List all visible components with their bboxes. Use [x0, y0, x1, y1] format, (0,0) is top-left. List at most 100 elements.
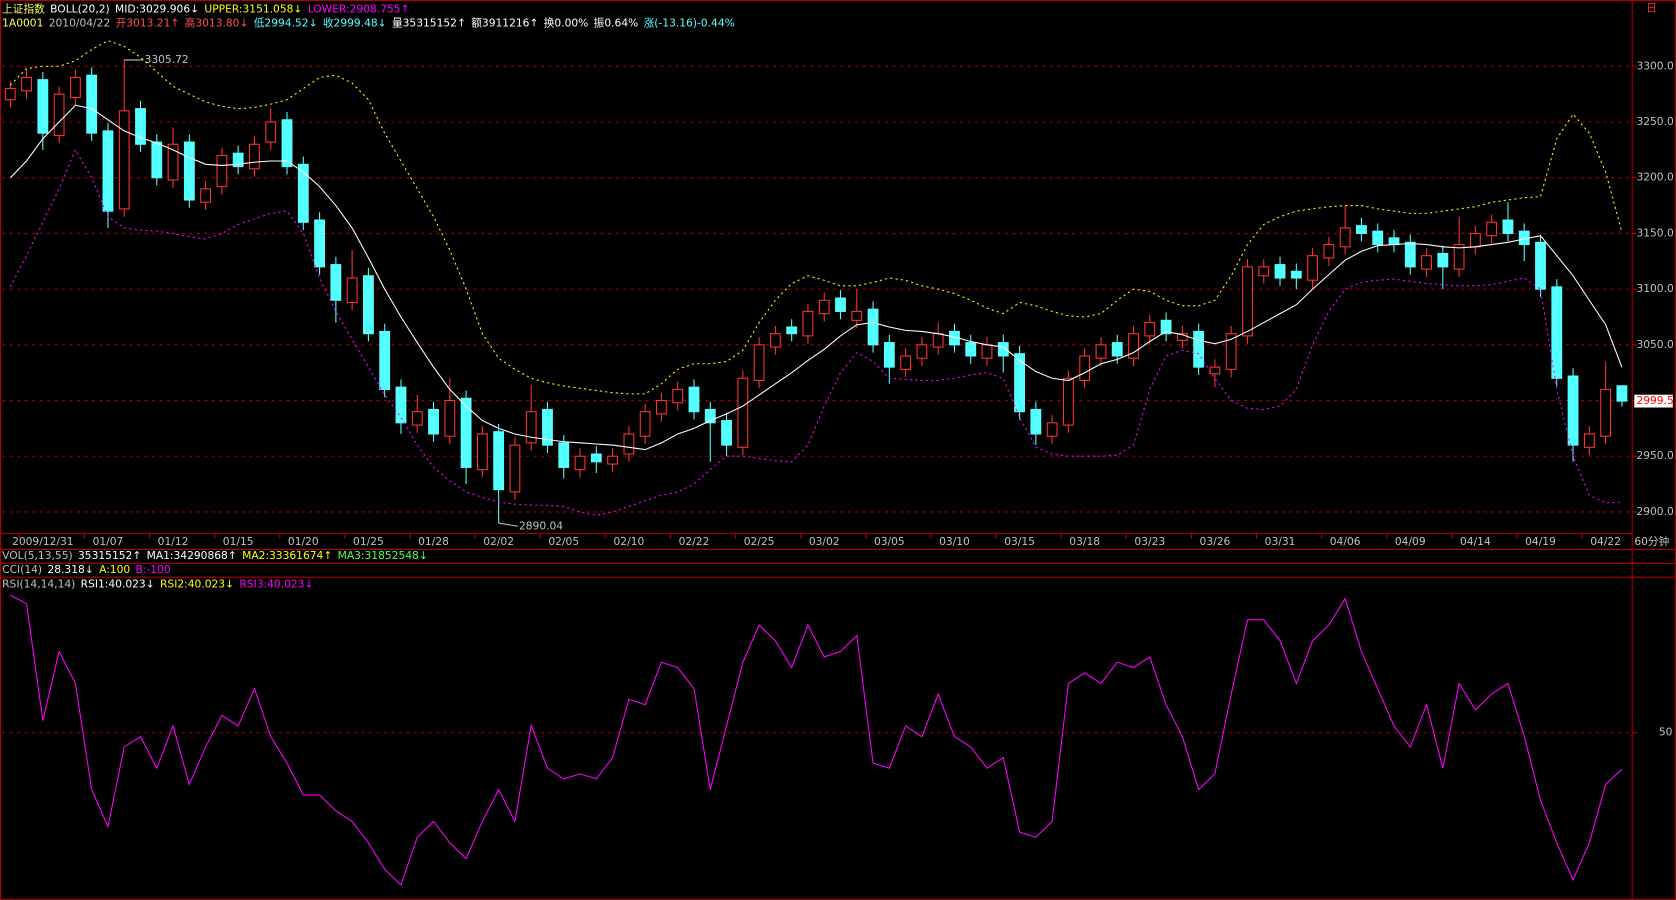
x-tick-label: 03/31	[1265, 535, 1296, 548]
candle-body	[1307, 255, 1319, 281]
quote-item: 振0.64%	[594, 17, 639, 30]
candle-body	[851, 310, 863, 321]
candle-body	[1209, 366, 1221, 375]
x-tick-label: 01/12	[158, 535, 189, 548]
candle-body	[1176, 333, 1188, 341]
panel-legend-item: RSI2:40.023↓	[160, 578, 234, 591]
candle-body	[346, 277, 358, 304]
candle-body	[769, 333, 781, 348]
candle-body	[1095, 344, 1107, 359]
candle-body	[314, 219, 325, 268]
candle-body	[1616, 385, 1628, 402]
candle-body	[672, 388, 684, 404]
candle-body	[1274, 264, 1286, 279]
x-tick-label: 04/14	[1460, 535, 1491, 548]
candle-body	[721, 420, 732, 446]
candle-body	[867, 308, 879, 346]
panel-legend-item: BOLL(20,2)	[50, 3, 110, 16]
candle-body	[1551, 286, 1563, 379]
candle-body	[1290, 270, 1302, 279]
candle-body	[1404, 241, 1416, 268]
quote-item: 量35315152↑	[392, 17, 466, 30]
series-line	[9, 40, 1623, 395]
candle-body	[281, 119, 293, 168]
collapsed-panel-item: B:-100	[136, 563, 171, 576]
candle-body	[916, 344, 928, 359]
candle-body	[4, 88, 16, 101]
x-tick-label: 01/20	[288, 535, 319, 548]
candle-body	[525, 411, 537, 444]
candle-body	[1323, 244, 1335, 259]
candle-body	[1437, 252, 1449, 268]
candle-body	[493, 431, 505, 491]
x-tick-label: 2009/12/31	[12, 535, 74, 548]
candle-body	[656, 400, 667, 415]
candle-body	[883, 342, 895, 368]
candle-body	[1388, 237, 1400, 246]
x-tick-label: 02/25	[744, 535, 775, 548]
quote-item: 1A0001	[2, 17, 43, 30]
panel-legend-item: RSI(14,14,14)	[2, 578, 75, 591]
y-tick-label: 3300.0	[1636, 59, 1674, 72]
candle-body	[265, 121, 277, 143]
candle-body	[1062, 377, 1074, 426]
quote-item: 高3013.80↓	[185, 17, 249, 30]
x-tick-label: 01/07	[93, 535, 124, 548]
candle-body	[1144, 322, 1156, 337]
candle-body	[607, 455, 619, 465]
period-mark: 日	[1646, 2, 1657, 15]
quote-item: 2010/04/22	[49, 17, 111, 30]
min-annotation: 2890.04	[519, 519, 563, 532]
candle-body	[135, 108, 146, 145]
quote-item: 涨(-13.16)-0.44%	[644, 17, 735, 30]
candle-body	[688, 386, 700, 413]
y-tick-label: 50	[1659, 726, 1673, 739]
candle-body	[183, 141, 195, 201]
candle-body	[330, 264, 342, 301]
candle-body	[232, 152, 244, 168]
y-tick-label: 2900.0	[1636, 505, 1674, 518]
x-tick-label: 02/05	[548, 535, 579, 548]
y-tick-label: 3250.0	[1636, 115, 1674, 128]
series-line	[9, 104, 1623, 451]
candle-body	[395, 386, 407, 424]
candle-body	[53, 93, 65, 136]
candle-body	[1079, 355, 1091, 382]
x-tick-label: 03/23	[1134, 535, 1165, 548]
candle-body	[200, 188, 212, 203]
x-tick-label: 04/22	[1590, 535, 1621, 548]
candle-body	[1421, 255, 1432, 270]
candle-body	[37, 79, 49, 134]
candle-body	[590, 453, 602, 463]
candle-body	[1356, 225, 1367, 234]
x-tick-label: 03/15	[1004, 535, 1035, 548]
y-tick-label: 3200.0	[1636, 171, 1674, 184]
last-price-box	[1634, 394, 1673, 408]
x-tick-label: 04/19	[1525, 535, 1556, 548]
x-tick-label: 03/10	[939, 535, 970, 548]
collapsed-panel-item: A:100	[99, 563, 130, 576]
candle-body	[1225, 333, 1237, 370]
annotation-leader	[498, 522, 518, 527]
candle-body	[623, 433, 635, 455]
candle-body	[1258, 266, 1270, 277]
candle-body	[753, 344, 765, 382]
candle-body	[1193, 330, 1205, 368]
max-annotation: 3305.72	[145, 53, 189, 66]
candle-body	[102, 130, 114, 212]
candle-body	[1030, 408, 1042, 435]
candle-body	[835, 297, 846, 312]
candle-body	[509, 444, 521, 493]
collapsed-panel-item: VOL(5,13,55)	[2, 549, 73, 562]
quote-item: 换0.00%	[544, 17, 589, 30]
candle-body	[802, 310, 814, 337]
candle-body	[362, 275, 374, 335]
x-tick-label: 03/18	[1069, 535, 1100, 548]
candle-body	[118, 110, 130, 210]
candle-body	[1128, 333, 1139, 359]
x-tick-label: 02/22	[679, 535, 710, 548]
x-tick-label: 04/09	[1395, 535, 1426, 548]
x-tick-label: 04/06	[1330, 535, 1361, 548]
